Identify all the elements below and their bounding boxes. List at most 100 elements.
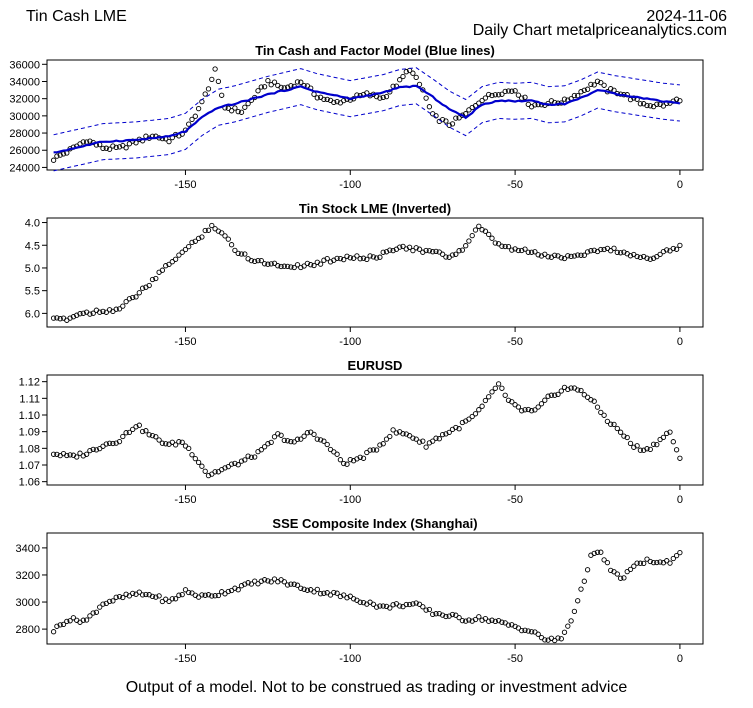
data-point bbox=[621, 433, 627, 439]
data-point bbox=[64, 452, 70, 459]
data-point bbox=[469, 413, 475, 420]
data-point bbox=[166, 598, 172, 605]
data-point bbox=[110, 143, 116, 149]
data-point bbox=[406, 244, 413, 250]
data-point bbox=[291, 439, 297, 445]
data-point bbox=[568, 253, 574, 260]
panel-1: Tin Cash and Factor Model (Blue lines) -1… bbox=[9, 43, 704, 191]
data-point bbox=[258, 84, 264, 90]
data-point bbox=[261, 261, 268, 267]
data-point bbox=[100, 308, 106, 315]
data-point bbox=[113, 306, 119, 312]
data-point bbox=[103, 309, 109, 315]
data-point bbox=[116, 593, 123, 600]
data-point bbox=[54, 451, 60, 458]
data-point bbox=[621, 575, 627, 581]
panel-4: SSE Composite Index (Shanghai) -150 -100 -5… bbox=[16, 516, 704, 665]
data-point bbox=[588, 81, 594, 88]
data-point bbox=[252, 454, 258, 460]
data-point bbox=[413, 436, 419, 442]
data-point bbox=[637, 254, 644, 261]
data-point bbox=[294, 582, 301, 588]
data-point bbox=[571, 608, 578, 615]
data-point bbox=[252, 578, 258, 584]
y-tick-label: 4.0 bbox=[25, 218, 40, 230]
data-point bbox=[126, 429, 133, 436]
data-point bbox=[552, 392, 558, 398]
data-point bbox=[232, 247, 238, 254]
data-point bbox=[255, 257, 261, 264]
data-point bbox=[83, 617, 90, 623]
data-point bbox=[139, 592, 146, 598]
data-point bbox=[505, 88, 512, 94]
data-point bbox=[149, 593, 156, 600]
data-point bbox=[159, 267, 166, 273]
data-point bbox=[228, 242, 235, 248]
data-point bbox=[377, 95, 383, 101]
data-point bbox=[103, 441, 109, 447]
data-point bbox=[205, 592, 212, 598]
data-point bbox=[555, 635, 561, 641]
data-point bbox=[515, 625, 522, 631]
data-point bbox=[67, 618, 73, 624]
data-point bbox=[205, 86, 212, 92]
data-point bbox=[308, 262, 314, 268]
data-point bbox=[509, 247, 515, 253]
data-point bbox=[77, 450, 83, 456]
data-point bbox=[637, 101, 644, 107]
data-point bbox=[525, 406, 531, 413]
data-point bbox=[423, 247, 429, 254]
data-point bbox=[255, 581, 261, 587]
data-point bbox=[192, 455, 198, 462]
data-point bbox=[364, 256, 370, 263]
y-tick-label: 1.09 bbox=[19, 427, 40, 439]
data-point bbox=[644, 446, 650, 452]
data-point bbox=[192, 238, 198, 244]
data-point bbox=[581, 392, 587, 398]
data-point bbox=[413, 600, 419, 606]
data-point bbox=[153, 275, 159, 282]
data-point bbox=[430, 438, 436, 444]
data-point bbox=[406, 601, 413, 608]
model-band bbox=[53, 103, 680, 172]
data-point bbox=[238, 458, 245, 464]
data-point bbox=[166, 138, 172, 145]
data-point bbox=[120, 433, 126, 440]
data-point bbox=[657, 559, 663, 565]
data-point bbox=[367, 253, 373, 259]
data-point bbox=[90, 446, 96, 453]
data-point bbox=[123, 298, 129, 305]
data-point bbox=[578, 252, 584, 258]
data-point bbox=[225, 463, 231, 470]
data-point bbox=[248, 454, 255, 460]
data-point bbox=[284, 438, 291, 444]
data-point bbox=[77, 311, 83, 317]
y-tick-label: 3000 bbox=[16, 597, 40, 609]
data-point bbox=[195, 235, 202, 242]
data-point bbox=[261, 84, 268, 90]
x-tick-label: -50 bbox=[507, 653, 523, 665]
data-point bbox=[373, 604, 380, 610]
data-point bbox=[331, 589, 337, 596]
data-point bbox=[575, 598, 581, 604]
data-point bbox=[532, 407, 538, 413]
data-point bbox=[617, 250, 624, 256]
data-point bbox=[321, 96, 327, 103]
data-point bbox=[268, 261, 274, 267]
data-point bbox=[321, 590, 327, 596]
data-point bbox=[245, 453, 251, 459]
data-point bbox=[515, 404, 522, 410]
data-point bbox=[519, 247, 525, 254]
data-point bbox=[453, 115, 459, 121]
data-point bbox=[436, 436, 442, 442]
y-tick-label: 1.10 bbox=[19, 410, 40, 422]
data-point bbox=[347, 255, 353, 261]
data-point bbox=[677, 455, 683, 461]
data-point bbox=[67, 315, 73, 321]
data-point bbox=[499, 243, 505, 249]
data-point bbox=[252, 258, 258, 265]
data-point bbox=[591, 247, 597, 253]
data-point bbox=[156, 593, 162, 599]
data-point bbox=[647, 558, 653, 565]
data-point bbox=[449, 252, 456, 258]
